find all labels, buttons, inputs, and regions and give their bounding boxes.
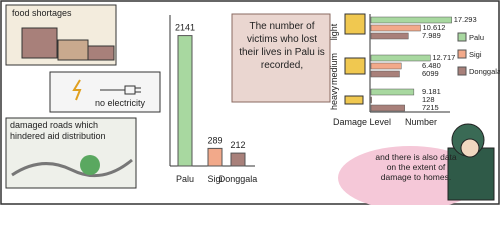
electricity-caption: no electricity: [95, 98, 146, 108]
bar: [370, 62, 402, 70]
bar: [177, 35, 193, 167]
house-icon: [344, 95, 364, 105]
note-panel: [231, 13, 331, 103]
sack: [57, 39, 89, 61]
house-icon: [344, 57, 366, 75]
electricity-panel: [49, 71, 161, 113]
house-icon: [344, 13, 366, 35]
legend-swatch: [457, 32, 467, 42]
x-axis-label: Number: [405, 117, 437, 127]
bar: [230, 152, 246, 167]
legend-label: Sigi: [469, 50, 482, 59]
value-label: 6099: [422, 69, 439, 78]
value-label: 7.989: [422, 31, 441, 40]
value-label: 128: [422, 95, 435, 104]
y-axis-label: Damage Level: [333, 117, 391, 127]
bar: [207, 147, 223, 167]
bar: [370, 24, 421, 32]
note-text: The number of victims who lost their liv…: [239, 21, 325, 71]
bar: [370, 88, 415, 96]
value-label: 212: [230, 140, 245, 150]
tree: [80, 155, 100, 175]
value-label: 10.612: [423, 23, 446, 32]
bolt: [72, 79, 82, 101]
x-tick-label: Donggala: [219, 174, 258, 184]
y-tick-label: light: [329, 23, 339, 40]
x-tick-label: Sigi: [207, 174, 222, 184]
value-label: 6.480: [422, 61, 441, 70]
y-tick-label: heavy: [329, 85, 339, 110]
speech-bubble: [338, 146, 482, 205]
crack: [11, 158, 133, 178]
chart: Damage Level Number 2141 Palu 289 Sigi 212 Do…: [0, 0, 500, 205]
comic: Damage Level Number 2141 Palu 289 Sigi 212 Do…: [0, 0, 500, 205]
legend-label: Donggala: [469, 67, 500, 76]
x-tick-label: Palu: [176, 174, 194, 184]
box: [87, 45, 115, 61]
character-face: [460, 138, 480, 158]
value-label: 289: [207, 135, 222, 145]
value-label: 9.181: [422, 87, 441, 96]
bar: [370, 32, 409, 40]
roads-caption: damaged roads which hindered aid distrib…: [10, 120, 106, 141]
legend-swatch: [457, 49, 467, 59]
food-caption: food shortages: [12, 8, 72, 18]
bubble-text: and there is also data on the extent of …: [375, 152, 457, 182]
value-label: 7215: [422, 103, 439, 112]
y-tick-label: medium: [329, 53, 339, 85]
page: Damage Level Number 2141 Palu 289 Sigi 212 Do…: [0, 0, 500, 205]
bar: [370, 16, 452, 24]
legend-label: Palu: [469, 33, 484, 42]
value-label: 12.717: [432, 53, 455, 62]
bar: [370, 96, 372, 104]
bar: [370, 70, 400, 78]
sack: [21, 27, 58, 59]
value-label: 17.293: [454, 15, 477, 24]
plug: [100, 85, 141, 95]
legend-swatch: [457, 66, 467, 76]
bar: [370, 104, 405, 112]
value-label: 2141: [175, 23, 195, 33]
bar: [370, 54, 431, 62]
roads-panel: [5, 117, 137, 189]
